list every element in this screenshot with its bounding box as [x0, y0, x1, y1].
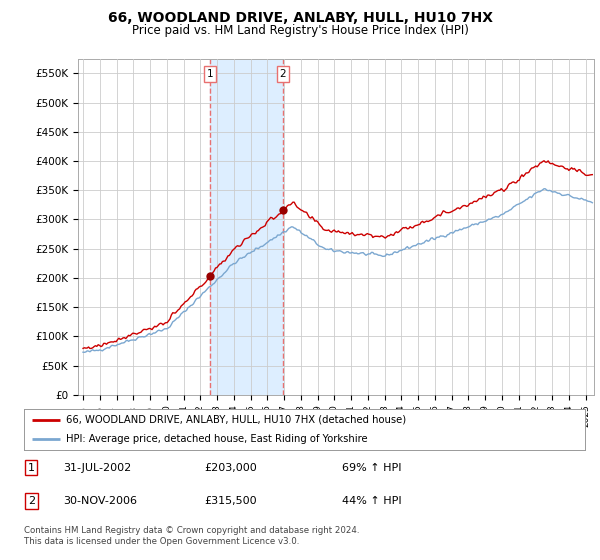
Text: £203,000: £203,000 — [204, 463, 257, 473]
Text: 31-JUL-2002: 31-JUL-2002 — [63, 463, 131, 473]
Text: 66, WOODLAND DRIVE, ANLABY, HULL, HU10 7HX (detached house): 66, WOODLAND DRIVE, ANLABY, HULL, HU10 7… — [66, 415, 406, 425]
Text: HPI: Average price, detached house, East Riding of Yorkshire: HPI: Average price, detached house, East… — [66, 433, 368, 444]
Text: 1: 1 — [207, 69, 214, 79]
Bar — [210, 59, 283, 395]
Text: Contains HM Land Registry data © Crown copyright and database right 2024.
This d: Contains HM Land Registry data © Crown c… — [24, 526, 359, 546]
Text: 2: 2 — [280, 69, 286, 79]
Text: 69% ↑ HPI: 69% ↑ HPI — [342, 463, 401, 473]
Text: £315,500: £315,500 — [204, 496, 257, 506]
Text: 2: 2 — [28, 496, 35, 506]
Text: 44% ↑ HPI: 44% ↑ HPI — [342, 496, 401, 506]
Text: 66, WOODLAND DRIVE, ANLABY, HULL, HU10 7HX: 66, WOODLAND DRIVE, ANLABY, HULL, HU10 7… — [107, 11, 493, 25]
Text: 30-NOV-2006: 30-NOV-2006 — [63, 496, 137, 506]
Text: 1: 1 — [28, 463, 35, 473]
Text: Price paid vs. HM Land Registry's House Price Index (HPI): Price paid vs. HM Land Registry's House … — [131, 24, 469, 36]
